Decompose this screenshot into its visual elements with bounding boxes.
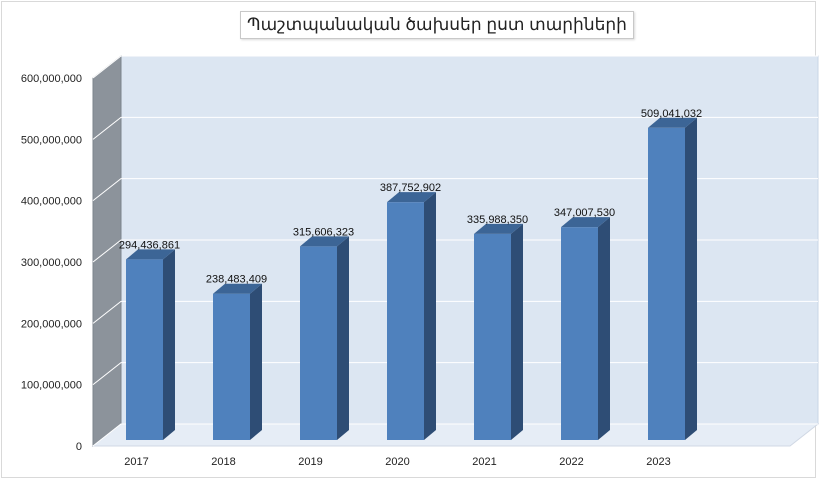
bar-top [474,223,523,234]
chart-walls [91,54,819,448]
bar-front [648,127,685,440]
gridline [92,55,818,79]
x-tick-label: 2019 [298,456,322,468]
floor [91,423,819,447]
data-label: 347,007,530 [554,207,615,219]
bar [648,117,697,440]
bar-front [300,246,337,440]
bar-side [163,249,175,440]
bar-side [337,236,349,440]
bar [561,217,610,440]
bar [300,236,349,440]
bar-side [511,223,523,440]
x-tick-label: 2021 [472,456,496,468]
data-label: 315,606,323 [293,226,354,238]
data-label: 238,483,409 [206,274,267,286]
y-tick-label: 400,000,000 [21,196,82,208]
bar-side [250,283,262,440]
data-label: 335,988,350 [467,214,528,226]
x-axis: 2017 2018 2019 2020 2021 2022 2023 [124,456,670,468]
y-tick-label: 300,000,000 [21,257,82,269]
bar-side [424,192,436,440]
data-label: 509,041,032 [641,108,702,120]
bar-front [474,233,511,440]
y-tick-label: 200,000,000 [21,318,82,330]
bar-front [387,202,424,440]
bar-front [126,259,163,440]
bar-front [213,293,250,440]
bar-top [126,249,175,260]
y-axis: 0 100,000,000 200,000,000 300,000,000 400,00… [21,73,82,453]
gridline [92,178,818,202]
y-tick-label: 600,000,000 [21,73,82,85]
x-tick-label: 2018 [211,456,235,468]
data-labels: 294,436,861 238,483,409 315,606,323 387,752… [119,108,702,286]
bar-top [300,236,349,247]
bar-top [648,117,697,128]
x-tick-label: 2022 [559,456,583,468]
bar-side [598,217,610,440]
bar [213,283,262,440]
x-tick-label: 2020 [385,456,409,468]
gridline [92,116,818,140]
data-label: 387,752,902 [380,182,441,194]
y-tick-label: 100,000,000 [21,380,82,392]
bar-front [561,227,598,440]
chart-title: Պաշտպանական ծախսեր ըստ տարիների [240,11,634,39]
bar [387,192,436,440]
bar-series [126,117,697,440]
bar [126,249,175,440]
data-label: 294,436,861 [119,239,180,251]
bar [474,223,523,440]
bar-top [387,192,436,203]
bar-top [561,217,610,228]
bar-top [213,283,262,294]
x-tick-label: 2023 [646,456,670,468]
bar-side [685,117,697,440]
y-tick-label: 500,000,000 [21,134,82,146]
y-tick-label: 0 [76,441,82,453]
x-tick-label: 2017 [124,456,148,468]
